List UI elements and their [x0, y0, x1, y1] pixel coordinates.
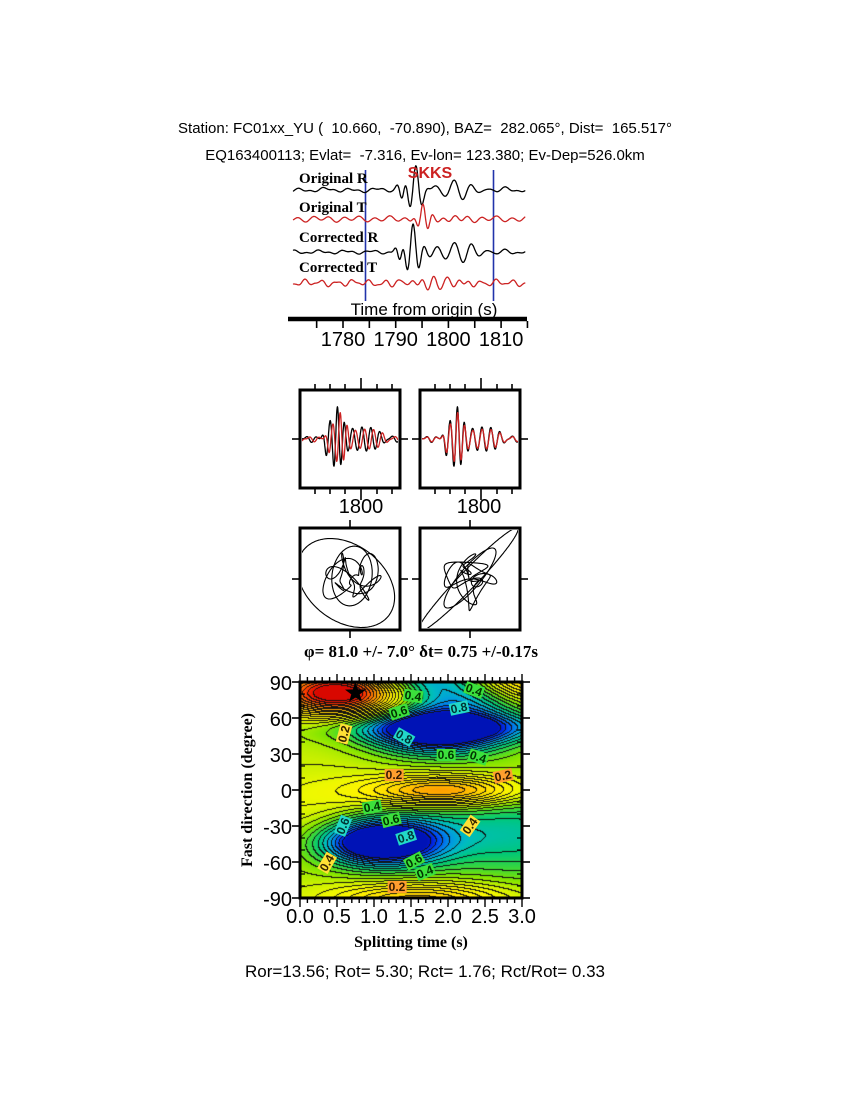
contour-y-tick-label: 30 [269, 745, 292, 767]
contour-y-tick-label: 60 [269, 709, 292, 731]
time-tick-label: 1790 [373, 329, 418, 351]
contour-x-tick-label: 2.5 [471, 906, 499, 928]
trace-label-original-r: Original R [299, 171, 368, 187]
contour-x-tick-label: 2.0 [434, 906, 462, 928]
contour-x-tick-label: 0.0 [286, 906, 314, 928]
contour-y-tick-label: -90 [263, 889, 292, 911]
station-info-line: Station: FC01xx_YU ( 10.660, -70.890), B… [178, 120, 672, 137]
contour-level-chip: 0.2 [384, 768, 404, 782]
contour-y-tick-label: 90 [269, 673, 292, 695]
contour-title: φ= 81.0 +/- 7.0° δt= 0.75 +/-0.17s [303, 642, 539, 661]
contour-x-tick-label: 1.5 [397, 906, 425, 928]
contour-x-tick-label: 0.5 [323, 906, 351, 928]
time-tick-label: 1780 [320, 329, 366, 351]
pair-left-tick-label: 1800 [338, 496, 384, 518]
event-info-line: EQ163400113; Evlat= -7.316, Ev-lon= 123.… [205, 147, 645, 164]
trace-label-corrected-t: Corrected T [299, 260, 378, 276]
quality-ratios-line: Ror=13.56; Rot= 5.30; Rct= 1.76; Rct/Rot… [244, 962, 606, 981]
contour-y-tick-label: 0 [280, 781, 292, 803]
trace-label-corrected-r: Corrected R [299, 230, 379, 246]
contour-x-tick-label: 1.0 [360, 906, 388, 928]
time-tick-label: 1800 [426, 329, 471, 351]
time-axis-title: Time from origin (s) [350, 300, 498, 319]
contour-y-tick-label: -60 [263, 853, 292, 875]
contour-x-axis-title: Splitting time (s) [354, 934, 468, 951]
contour-x-tick-label: 3.0 [508, 906, 536, 928]
contour-level-chip: 0.4 [361, 798, 383, 816]
trace-label-original-t: Original T [299, 200, 367, 216]
contour-level-chip: 0.2 [492, 767, 514, 785]
contour-level-chip: 0.8 [448, 699, 470, 717]
contour-y-tick-label: -30 [263, 817, 292, 839]
time-tick-label: 1810 [478, 329, 524, 351]
contour-level-chip: 0.2 [387, 880, 407, 894]
pair-right-tick-label: 1800 [456, 496, 502, 518]
contour-level-chip: 0.6 [436, 748, 456, 762]
contour-level-chip: 0.4 [402, 687, 424, 705]
phase-label: SKKS [407, 165, 453, 182]
